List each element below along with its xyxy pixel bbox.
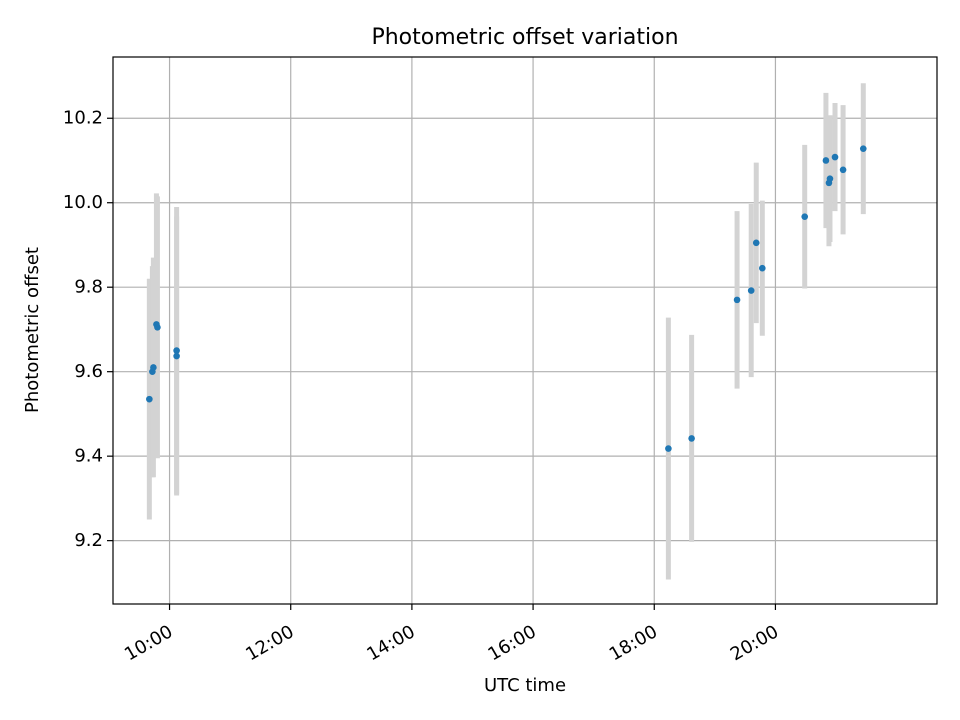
plot-frame xyxy=(112,56,938,605)
data-point xyxy=(146,395,153,403)
data-point xyxy=(665,445,672,452)
data-point xyxy=(822,157,830,164)
data-point xyxy=(831,153,839,161)
data-point xyxy=(747,287,755,294)
y-tick-label: 9.8 xyxy=(74,277,103,298)
y-tick-label: 10.0 xyxy=(63,192,103,213)
data-point xyxy=(859,145,867,152)
y-axis-ticks: 9.2 9.4 9.6 9.8 10.0 10.2 xyxy=(63,108,113,551)
y-tick-label: 9.2 xyxy=(74,530,103,551)
y-tick-label: 9.4 xyxy=(74,446,103,467)
data-point xyxy=(826,175,834,182)
grid-lines xyxy=(113,57,937,604)
data-point xyxy=(688,435,695,442)
data-point xyxy=(752,239,760,247)
data-point xyxy=(733,296,741,304)
y-tick-label: 9.6 xyxy=(74,361,103,382)
data-point xyxy=(173,347,180,354)
chart-title: Photometric offset variation xyxy=(371,25,678,50)
data-point xyxy=(150,364,157,371)
data-point xyxy=(173,352,180,360)
data-point xyxy=(154,324,161,331)
x-axis-label: UTC time xyxy=(484,675,566,696)
data-point xyxy=(759,264,766,272)
data-point xyxy=(801,213,809,220)
data-point xyxy=(839,166,847,174)
y-axis-label: Photometric offset xyxy=(22,247,43,413)
y-tick-label: 10.2 xyxy=(63,108,103,129)
data-points xyxy=(146,145,867,452)
